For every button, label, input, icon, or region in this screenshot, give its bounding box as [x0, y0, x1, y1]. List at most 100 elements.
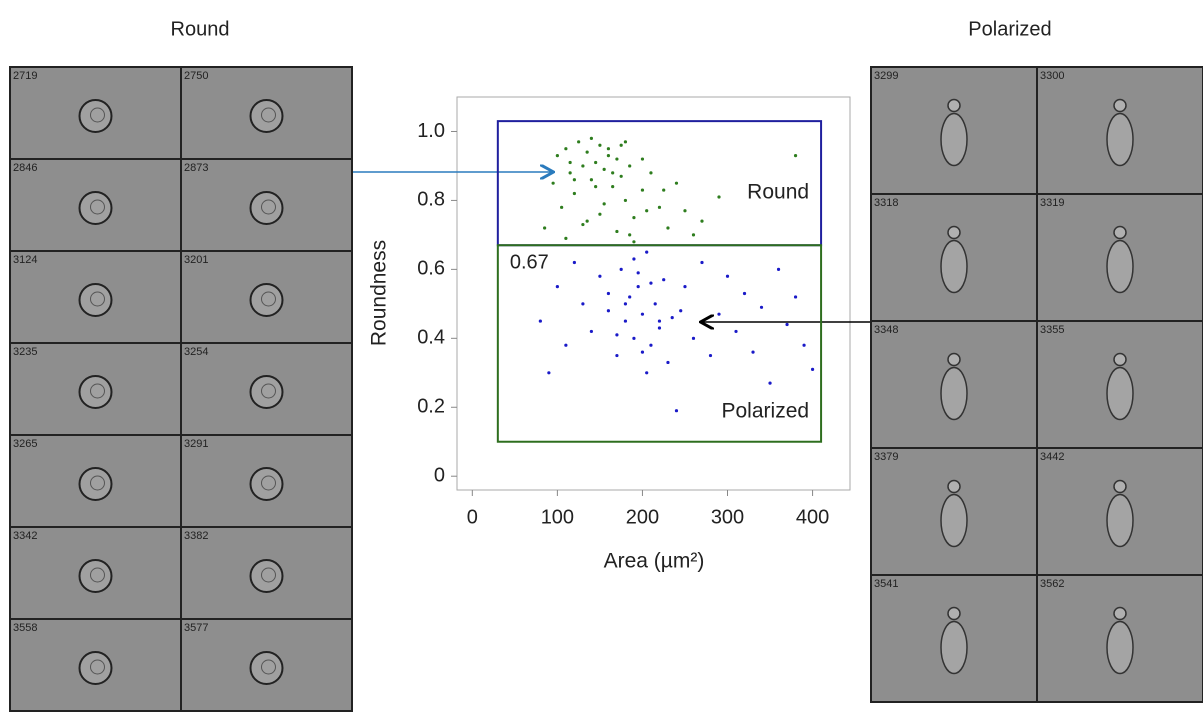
point [785, 322, 789, 327]
point [717, 312, 721, 316]
point [623, 302, 628, 306]
point [581, 222, 585, 227]
point [662, 188, 666, 192]
cell [1106, 366, 1134, 421]
cell-id: 3124 [13, 254, 37, 266]
cell [1113, 225, 1127, 240]
point [589, 136, 594, 140]
point [619, 143, 623, 147]
point [615, 229, 619, 234]
point [623, 319, 628, 323]
cell [261, 291, 276, 307]
point [662, 278, 666, 282]
point [568, 171, 572, 175]
point [572, 178, 576, 182]
point [623, 140, 628, 144]
plot-frame [456, 96, 851, 491]
cell [78, 467, 113, 501]
point [666, 226, 670, 230]
point [598, 212, 602, 216]
point [725, 274, 730, 278]
cell-id: 2873 [184, 162, 208, 174]
cell [947, 352, 961, 367]
cell [78, 559, 113, 593]
cell [1113, 479, 1127, 494]
point [683, 209, 687, 213]
point [619, 174, 623, 178]
x-axis-label: Area (µm²) [604, 550, 705, 573]
cell [90, 291, 105, 307]
y-tick-label: 0.2 [417, 396, 445, 418]
point [632, 240, 636, 244]
cell [249, 375, 284, 409]
cell [261, 475, 276, 491]
point [802, 343, 806, 347]
cell [261, 567, 276, 583]
gate-label: Polarized [722, 399, 810, 422]
point [657, 205, 662, 209]
x-tick-label: 200 [626, 506, 659, 528]
point [594, 160, 598, 165]
point [742, 291, 747, 296]
cell [249, 559, 284, 593]
point [623, 198, 628, 203]
gate [496, 244, 823, 443]
point [751, 350, 755, 354]
point [640, 350, 645, 354]
point [657, 319, 662, 323]
cell-id: 3318 [874, 197, 898, 209]
point [683, 285, 687, 289]
point [598, 274, 602, 278]
point [551, 181, 555, 185]
point [585, 150, 589, 154]
point [606, 154, 611, 158]
point [615, 353, 619, 358]
point [649, 343, 653, 347]
point [734, 329, 738, 334]
cell [940, 620, 968, 675]
cell [78, 375, 113, 409]
cell [249, 283, 284, 317]
cell [947, 98, 961, 113]
y-tick-label: 1.0 [417, 120, 445, 142]
point [564, 236, 568, 240]
cell [78, 283, 113, 317]
point [615, 157, 619, 161]
x-tick-label: 100 [541, 506, 574, 528]
point [619, 267, 623, 271]
point [793, 295, 798, 299]
cell-id: 3300 [1040, 70, 1064, 82]
cell-id: 3562 [1040, 578, 1064, 590]
cell [1106, 620, 1134, 675]
cell-id: 3577 [184, 622, 208, 634]
point [679, 309, 683, 313]
point [636, 271, 640, 275]
point [585, 219, 589, 223]
point [572, 191, 576, 196]
cell [78, 99, 113, 133]
point [581, 164, 585, 168]
point [645, 209, 649, 213]
point [589, 178, 594, 182]
y-tick-label: 0.4 [417, 327, 445, 349]
point [640, 157, 645, 161]
y-tick-label: 0.6 [417, 258, 445, 280]
cell-id: 3348 [874, 324, 898, 336]
point [649, 281, 653, 285]
point [759, 305, 764, 309]
cell-id: 3379 [874, 451, 898, 463]
cell [940, 112, 968, 167]
point [776, 267, 781, 271]
point [793, 154, 798, 158]
cell [261, 659, 276, 675]
cell-id: 3558 [13, 622, 37, 634]
cell [1106, 493, 1134, 548]
cell-id: 3355 [1040, 324, 1064, 336]
cell-id: 3299 [874, 70, 898, 82]
cell-id: 3265 [13, 438, 37, 450]
y-tick-label: 0 [434, 464, 445, 486]
cell [940, 239, 968, 294]
cell-id: 2846 [13, 162, 37, 174]
panel-title: Round [171, 18, 230, 40]
